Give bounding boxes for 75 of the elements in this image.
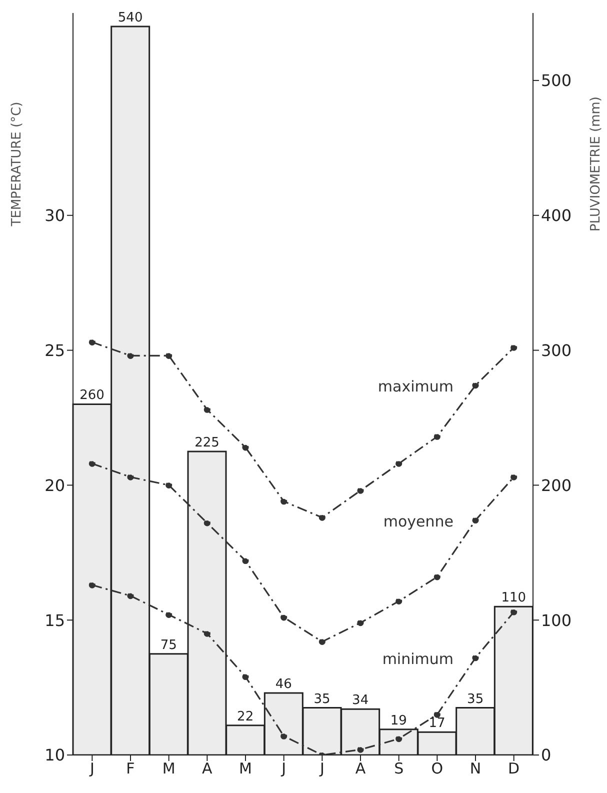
point (472, 516, 479, 524)
point (88, 460, 96, 467)
point (396, 460, 402, 467)
data-label: 17 (428, 716, 446, 732)
series-label: minimum (382, 650, 454, 668)
point (396, 598, 402, 605)
y2-tick-label: 400 (541, 206, 572, 226)
series-label: maximum (378, 377, 454, 396)
x-tick-label: A (202, 760, 214, 778)
point (127, 474, 134, 480)
point (357, 746, 364, 753)
y2-tick-label: 500 (541, 71, 572, 90)
x-tick-label: J (318, 760, 324, 778)
point (88, 338, 96, 346)
point (127, 592, 134, 600)
y-tick-label: 15 (44, 610, 65, 630)
point (357, 619, 364, 626)
point (204, 406, 210, 413)
data-label: 46 (275, 676, 292, 692)
series-label: moyenne (383, 512, 454, 530)
point (434, 574, 440, 580)
point (242, 673, 249, 680)
x-tick-label: A (355, 760, 366, 778)
x-tick-label: M (162, 760, 176, 778)
x-tick-label: J (88, 760, 94, 778)
point (166, 611, 172, 618)
point (510, 608, 518, 616)
point (242, 557, 249, 564)
point (510, 344, 518, 351)
data-label: 35 (314, 692, 330, 707)
x-tick-label: D (508, 760, 520, 778)
point (318, 514, 326, 521)
x-tick-label: J (280, 760, 286, 778)
y2-tick-label: 200 (541, 476, 572, 495)
y-tick-label: 25 (44, 340, 65, 360)
data-label: 110 (501, 590, 526, 606)
data-label: 225 (194, 435, 220, 450)
data-label: 34 (352, 693, 369, 708)
y2-axis-title: PLUVIOMETRIE (mm) (588, 96, 604, 232)
point (204, 630, 210, 637)
x-tick-label: O (431, 760, 444, 778)
point (396, 736, 402, 742)
data-label: 22 (237, 709, 254, 724)
y-tick-label: 10 (44, 746, 65, 765)
point (280, 614, 288, 621)
x-tick-label: S (394, 760, 404, 778)
point (472, 654, 479, 662)
point (434, 433, 440, 440)
y-tick-label: 30 (44, 206, 65, 226)
point (357, 487, 364, 494)
y2-tick-label: 0 (541, 746, 552, 765)
point (318, 638, 326, 645)
point (510, 474, 518, 480)
data-label: 75 (160, 638, 177, 653)
data-label: 35 (467, 692, 484, 707)
y-tick-label: 20 (44, 476, 65, 495)
y2-tick-label: 300 (541, 340, 572, 360)
point (127, 352, 134, 359)
point (434, 711, 440, 718)
point (166, 482, 172, 488)
point (280, 498, 288, 505)
point (472, 382, 479, 389)
data-label: 260 (80, 388, 104, 404)
point (280, 732, 288, 740)
point (242, 444, 249, 451)
x-tick-label: N (470, 760, 482, 778)
data-label: 19 (390, 713, 407, 728)
point (204, 520, 210, 526)
data-label: 540 (118, 10, 143, 26)
x-tick-label: F (126, 760, 135, 778)
x-tick-label: M (239, 760, 252, 778)
y-axis-title: TEMPERATURE (°C) (10, 102, 25, 228)
point (166, 352, 172, 359)
y2-tick-label: 100 (541, 610, 572, 630)
point (88, 582, 96, 588)
